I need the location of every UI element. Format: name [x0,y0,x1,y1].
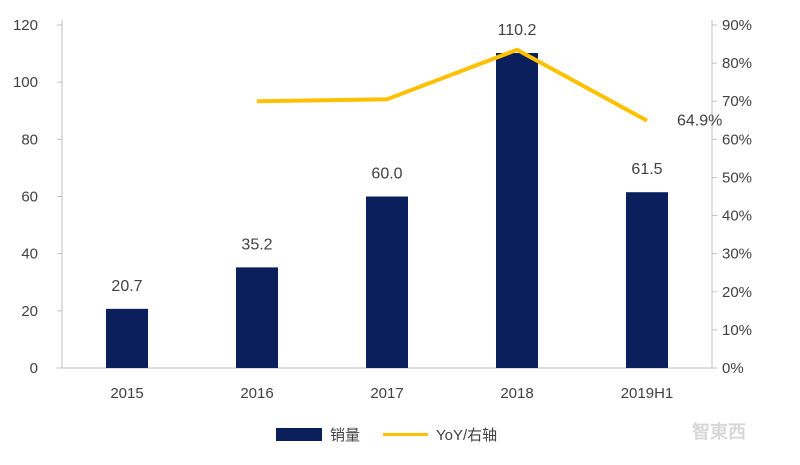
right-y-tick-label: 20% [722,284,752,301]
legend-label-bar: 销量 [330,427,360,444]
bar-data-label: 110.2 [498,22,537,39]
bar [626,192,668,368]
right-y-tick-label: 0% [722,360,744,377]
legend: 销量 YoY/右轴 [276,427,497,444]
right-y-tick-label: 50% [722,169,752,186]
left-y-tick-label: 120 [13,17,38,34]
yoy-line [256,47,648,123]
right-y-tick-label: 80% [722,55,752,72]
bar [106,308,148,368]
bar-data-label: 20.7 [111,278,142,295]
line-group [256,47,648,123]
x-tick-label: 2015 [110,385,143,402]
left-y-tick-label: 0 [30,360,38,377]
legend-label-line: YoY/右轴 [436,427,497,444]
left-y-tick-label: 100 [13,74,38,91]
bar-data-label: 61.5 [631,161,662,178]
bar-data-label: 60.0 [371,166,402,183]
left-y-tick-label: 60 [21,189,38,206]
right-y-tick-label: 70% [722,93,752,110]
left-y-tick-label: 40 [21,246,38,263]
x-tick-label: 2018 [500,385,533,402]
axes-group: 0 20 40 60 80 100 120 0% 10% 20% 30% 40% 50% 60% 70% 80… [13,17,752,402]
bar [496,53,538,369]
data-labels-group: 20.7 35.2 60.0 110.2 61.5 64.9% [111,22,722,295]
x-tick-label: 2016 [240,385,273,402]
left-y-tick-label: 80 [21,131,38,148]
right-y-tick-label: 30% [722,246,752,263]
x-tick-label: 2019H1 [621,385,674,402]
bars-group [106,53,668,369]
right-y-tick-label: 10% [722,322,752,339]
bar [366,196,408,368]
x-tick-label: 2017 [370,385,403,402]
right-y-tick-label: 90% [722,17,752,34]
legend-swatch-bar [276,428,322,441]
right-y-tick-label: 40% [722,208,752,225]
bar-data-label: 35.2 [241,236,272,253]
watermark-logo: 智東西 [692,421,746,442]
line-data-label: 64.9% [677,113,722,130]
bar [236,267,278,368]
left-y-tick-label: 20 [21,303,38,320]
right-y-tick-label: 60% [722,131,752,148]
